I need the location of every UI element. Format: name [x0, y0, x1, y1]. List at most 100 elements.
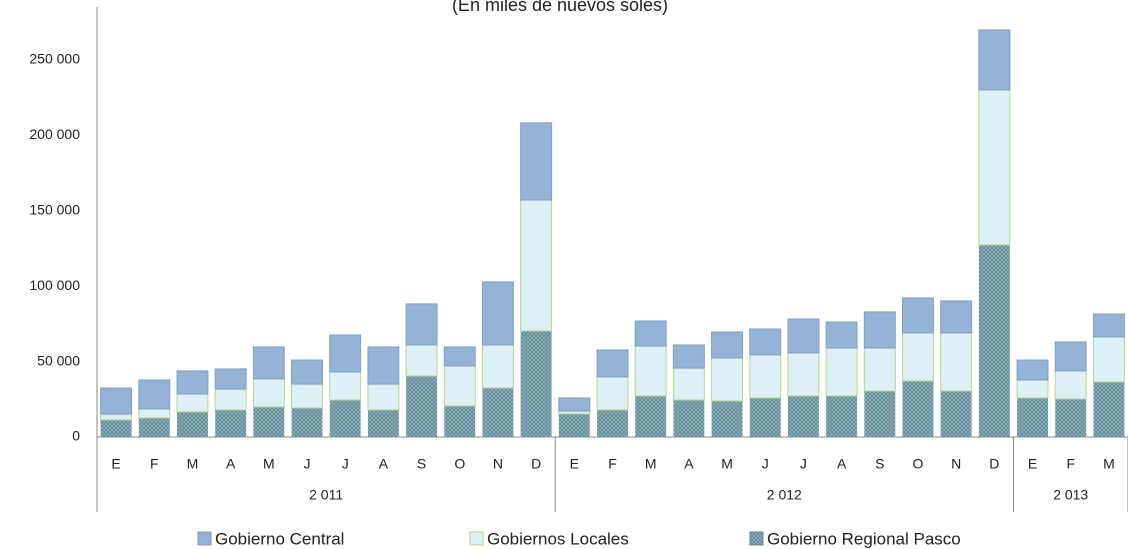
bar-segment: [787, 395, 819, 437]
bar-segment: [443, 365, 476, 407]
bar-segment: [711, 331, 744, 359]
x-tick-label: D: [989, 456, 999, 472]
bar-segment: [367, 383, 400, 411]
bar-segment: [1054, 341, 1087, 372]
group-label: 2 013: [1053, 487, 1088, 503]
x-tick-label: O: [913, 456, 924, 472]
x-tick-label: J: [800, 456, 807, 472]
x-tick-label: F: [608, 456, 617, 472]
x-tick-label: M: [263, 456, 275, 472]
x-tick-label: M: [721, 456, 733, 472]
legend-swatch: [197, 531, 212, 546]
y-tick-label: 250 000: [29, 51, 80, 67]
x-tick-label: F: [150, 456, 159, 472]
legend-label: Gobierno Central: [215, 529, 344, 548]
x-tick-label: E: [570, 456, 579, 472]
bar-segment: [749, 397, 781, 437]
x-tick-label: S: [875, 456, 884, 472]
bar-segment: [214, 388, 247, 411]
bar-segment: [1092, 313, 1125, 338]
bar-segment: [100, 387, 133, 415]
x-tick-label: N: [493, 456, 503, 472]
bar-segment: [405, 344, 438, 377]
legend-label: Gobierno Regional Pasco: [767, 529, 961, 548]
bar-segment: [902, 332, 934, 382]
x-tick-label: F: [1066, 456, 1075, 472]
bar-segment: [940, 332, 973, 392]
group-label: 2 012: [767, 487, 802, 503]
x-tick-label: J: [762, 456, 769, 472]
bar-segment: [1054, 370, 1087, 400]
legend-swatch: [469, 531, 484, 546]
bar-segment: [711, 357, 744, 402]
bar-segment: [902, 381, 934, 437]
bar-segment: [634, 320, 667, 347]
bar-segment: [863, 311, 896, 349]
x-tick-label: A: [837, 456, 847, 472]
x-tick-label: O: [454, 456, 465, 472]
bar-segment: [329, 400, 361, 437]
bar-segment: [597, 409, 628, 437]
bar-segment: [825, 347, 858, 397]
bar-segment: [481, 344, 514, 389]
bar-segment: [444, 405, 476, 437]
bar-segment: [749, 354, 782, 399]
bar-segment: [672, 344, 705, 369]
bar-segment: [291, 383, 323, 409]
bar-segment: [787, 352, 820, 397]
bar-segment: [482, 387, 514, 437]
bar-segment: [826, 395, 858, 437]
bar-segment: [558, 397, 591, 412]
bar-segment: [406, 376, 438, 437]
bar-segment: [367, 346, 400, 385]
bar-segment: [1055, 398, 1087, 437]
bar-segment: [902, 297, 934, 334]
y-tick-label: 0: [72, 428, 80, 444]
bar-segment: [635, 395, 667, 437]
bar-segment: [215, 409, 247, 437]
bar-segment: [405, 303, 438, 346]
bar-segment: [978, 89, 1011, 246]
bar-segment: [634, 345, 667, 397]
x-tick-label: M: [187, 456, 199, 472]
legend-label: Gobiernos Locales: [487, 529, 629, 548]
bar-segment: [138, 417, 170, 437]
x-tick-label: M: [645, 456, 657, 472]
bar-segment: [367, 409, 399, 437]
bar-segment: [176, 393, 209, 413]
bar-segment: [253, 406, 285, 437]
x-tick-label: D: [531, 456, 541, 472]
bar-segment: [1092, 336, 1125, 383]
y-tick-label: 200 000: [29, 126, 80, 142]
y-tick-label: 150 000: [29, 201, 80, 217]
chart-subtitle: (En miles de nuevos soles): [452, 0, 668, 15]
x-tick-label: S: [417, 456, 426, 472]
bar-segment: [443, 346, 476, 367]
bar-segment: [481, 281, 514, 346]
bar-segment: [596, 349, 629, 378]
bar-segment: [520, 122, 553, 201]
bar-segment: [978, 29, 1011, 91]
legend-swatch: [749, 531, 764, 546]
bar-segment: [291, 359, 323, 385]
x-tick-label: J: [342, 456, 349, 472]
x-tick-label: N: [951, 456, 961, 472]
bar-segment: [329, 371, 362, 401]
bar-segment: [138, 408, 171, 419]
bar-segment: [940, 300, 973, 334]
x-tick-label: A: [226, 456, 236, 472]
bar-segment: [1093, 381, 1125, 437]
bar-segment: [291, 408, 323, 437]
bar-segment: [252, 378, 285, 408]
bar-segment: [100, 419, 132, 437]
bar-segment: [252, 346, 285, 380]
bar-segment: [711, 400, 743, 437]
bar-segment: [138, 379, 171, 410]
bar-segment: [1017, 397, 1049, 437]
bar-segment: [558, 414, 590, 437]
x-tick-label: A: [684, 456, 694, 472]
bar-segment: [863, 347, 896, 392]
bar-segment: [329, 334, 362, 373]
